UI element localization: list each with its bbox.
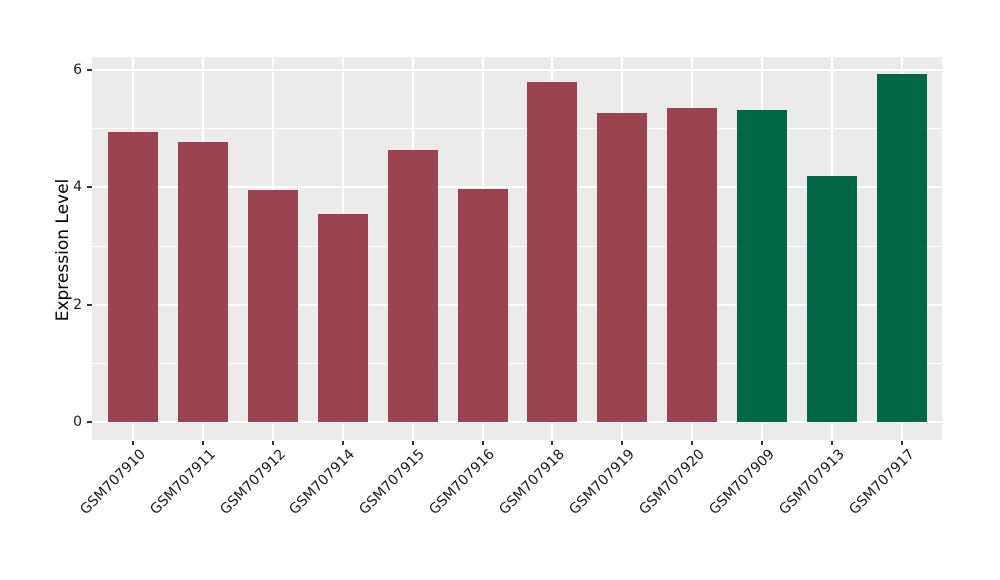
y-tick-label-2: 2: [73, 296, 82, 313]
bar-GSM707916: [457, 189, 508, 423]
bar-GSM707917: [876, 74, 927, 423]
y-tick-mark-4: [87, 186, 92, 189]
gridline-major-y-6: [92, 68, 942, 71]
bar-GSM707911: [177, 142, 228, 423]
bar-GSM707913: [807, 175, 857, 423]
x-tick-mark-GSM707910: [132, 441, 134, 445]
x-tick-mark-GSM707912: [271, 441, 274, 445]
x-tick-mark-GSM707917: [900, 441, 903, 445]
gridline-minor-y-1: [92, 363, 942, 365]
gridline-minor-y-5: [92, 128, 942, 130]
bar-GSM707918: [527, 81, 578, 423]
bar-GSM707914: [317, 214, 368, 423]
x-tick-mark-GSM707913: [831, 441, 833, 445]
x-tick-mark-GSM707909: [761, 441, 764, 445]
y-tick-label-4: 4: [73, 179, 82, 196]
bar-GSM707919: [597, 113, 648, 423]
plot-area: [92, 57, 942, 440]
x-tick-mark-GSM707911: [201, 441, 204, 445]
y-tick-mark-0: [87, 421, 92, 424]
x-tick-label-text: GSM707917: [845, 446, 918, 518]
y-tick-label-0: 0: [73, 414, 82, 431]
bar-GSM707912: [247, 189, 298, 423]
bar-GSM707920: [667, 108, 718, 423]
gridline-major-y-4: [92, 186, 942, 189]
x-tick-mark-GSM707918: [551, 441, 554, 445]
gridline-major-y-2: [92, 303, 942, 306]
x-tick-label-GSM707917: GSM707917: [767, 446, 918, 518]
x-tick-mark-GSM707915: [411, 441, 414, 445]
bar-GSM707909: [737, 109, 788, 423]
bar-GSM707910: [108, 132, 158, 423]
x-tick-mark-GSM707920: [691, 441, 694, 445]
x-tick-mark-GSM707919: [621, 441, 624, 445]
y-tick-label-6: 6: [73, 61, 82, 78]
y-tick-mark-6: [87, 68, 92, 71]
x-tick-mark-GSM707916: [481, 441, 484, 445]
gridline-major-y-0: [92, 421, 942, 424]
x-tick-mark-GSM707914: [341, 441, 344, 445]
gridline-minor-y-3: [92, 245, 942, 247]
bar-GSM707915: [387, 149, 438, 423]
y-tick-mark-2: [87, 303, 92, 306]
